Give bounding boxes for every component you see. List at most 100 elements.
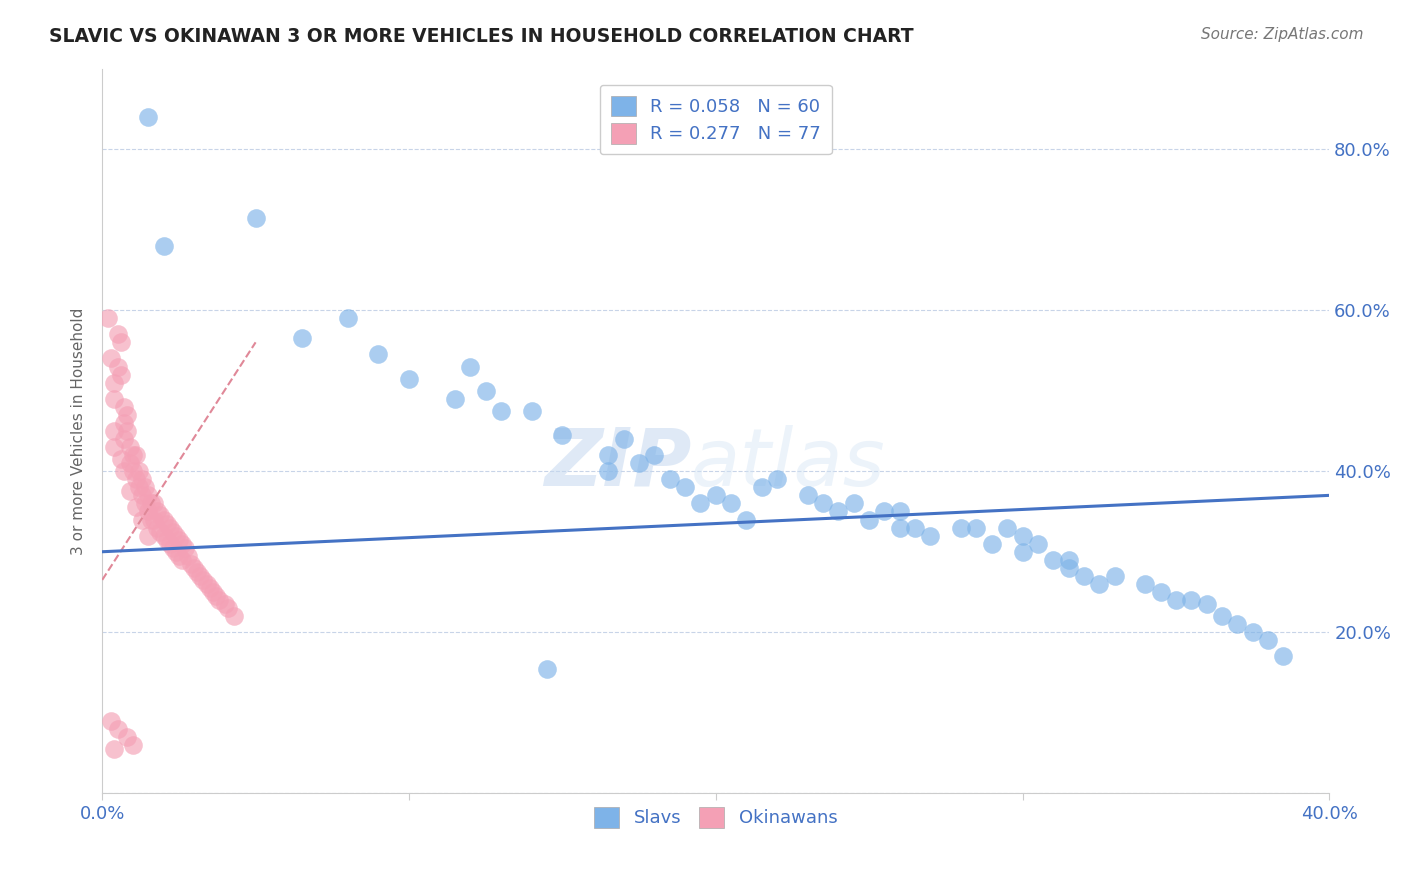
Point	[1272, 649, 1295, 664]
Point	[110, 452, 132, 467]
Point	[152, 238, 174, 252]
Point	[291, 331, 314, 345]
Point	[1073, 569, 1095, 583]
Point	[162, 541, 184, 555]
Point	[193, 573, 215, 587]
Point	[1257, 633, 1279, 648]
Point	[1104, 569, 1126, 583]
Point	[128, 480, 150, 494]
Point	[643, 448, 665, 462]
Point	[1195, 597, 1218, 611]
Point	[131, 488, 153, 502]
Point	[889, 504, 911, 518]
Point	[143, 496, 166, 510]
Point	[245, 211, 267, 225]
Point	[1011, 545, 1033, 559]
Point	[136, 528, 159, 542]
Point	[165, 545, 187, 559]
Point	[208, 593, 231, 607]
Point	[198, 581, 221, 595]
Point	[444, 392, 467, 406]
Point	[146, 504, 169, 518]
Point	[131, 512, 153, 526]
Point	[1057, 561, 1080, 575]
Point	[873, 504, 896, 518]
Point	[904, 520, 927, 534]
Point	[889, 520, 911, 534]
Point	[125, 448, 148, 462]
Point	[170, 553, 193, 567]
Point	[107, 359, 129, 374]
Point	[190, 569, 212, 583]
Point	[489, 404, 512, 418]
Point	[118, 484, 141, 499]
Point	[995, 520, 1018, 534]
Point	[134, 480, 156, 494]
Point	[152, 512, 174, 526]
Point	[170, 537, 193, 551]
Point	[165, 528, 187, 542]
Point	[103, 392, 125, 406]
Text: Source: ZipAtlas.com: Source: ZipAtlas.com	[1201, 27, 1364, 42]
Point	[122, 738, 145, 752]
Point	[143, 512, 166, 526]
Point	[628, 456, 651, 470]
Point	[1211, 609, 1233, 624]
Point	[103, 424, 125, 438]
Text: ZIP: ZIP	[544, 425, 692, 502]
Point	[141, 496, 163, 510]
Point	[598, 448, 620, 462]
Point	[152, 528, 174, 542]
Point	[735, 512, 758, 526]
Point	[1180, 593, 1202, 607]
Point	[966, 520, 988, 534]
Legend: Slavs, Okinawans: Slavs, Okinawans	[586, 800, 845, 835]
Point	[1088, 577, 1111, 591]
Point	[224, 609, 246, 624]
Point	[613, 432, 636, 446]
Point	[180, 557, 202, 571]
Point	[167, 533, 190, 547]
Point	[122, 464, 145, 478]
Point	[149, 508, 172, 523]
Point	[920, 528, 942, 542]
Point	[1026, 537, 1049, 551]
Point	[1042, 553, 1064, 567]
Point	[174, 541, 197, 555]
Point	[125, 472, 148, 486]
Point	[112, 400, 135, 414]
Point	[112, 464, 135, 478]
Point	[1241, 625, 1264, 640]
Point	[460, 359, 482, 374]
Point	[136, 488, 159, 502]
Point	[1149, 585, 1171, 599]
Point	[100, 351, 122, 366]
Point	[162, 524, 184, 539]
Point	[110, 368, 132, 382]
Point	[367, 347, 389, 361]
Point	[167, 549, 190, 563]
Point	[398, 371, 420, 385]
Point	[97, 311, 120, 326]
Point	[107, 327, 129, 342]
Point	[766, 472, 789, 486]
Point	[797, 488, 820, 502]
Point	[136, 504, 159, 518]
Point	[125, 500, 148, 515]
Point	[110, 335, 132, 350]
Point	[551, 428, 574, 442]
Point	[115, 730, 138, 744]
Point	[751, 480, 773, 494]
Point	[100, 714, 122, 728]
Point	[1011, 528, 1033, 542]
Point	[1164, 593, 1187, 607]
Point	[146, 520, 169, 534]
Point	[536, 661, 558, 675]
Point	[128, 464, 150, 478]
Point	[950, 520, 973, 534]
Point	[149, 524, 172, 539]
Point	[115, 408, 138, 422]
Point	[112, 432, 135, 446]
Point	[134, 496, 156, 510]
Point	[842, 496, 865, 510]
